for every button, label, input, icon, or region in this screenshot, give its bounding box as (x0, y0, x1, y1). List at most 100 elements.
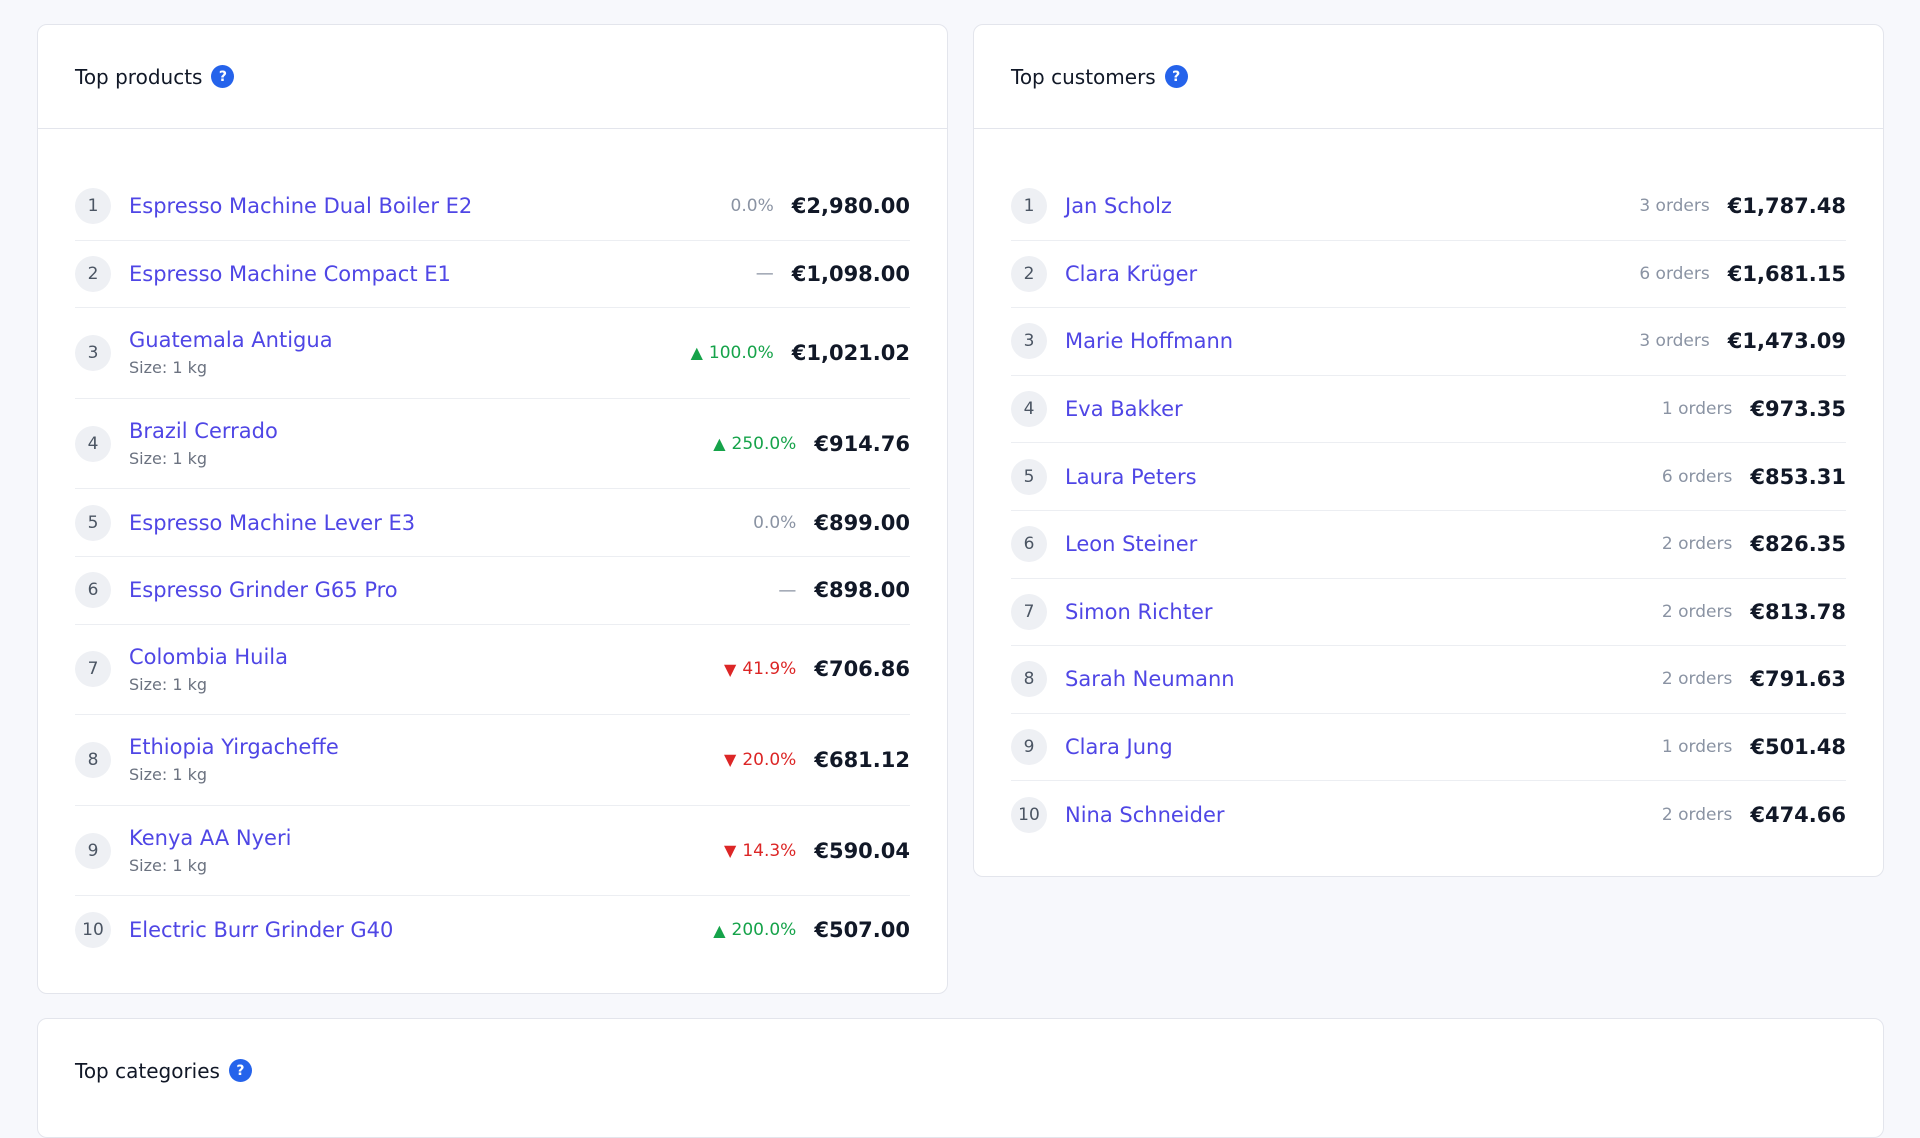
customer-info: Sarah Neumann (1065, 667, 1662, 691)
customer-row: 5 Laura Peters 6 orders €853.31 (1011, 443, 1846, 511)
help-icon[interactable]: ? (228, 1059, 252, 1082)
change-value: 100.0% (708, 342, 774, 363)
order-count: 6 orders (1639, 263, 1710, 284)
product-variant: Size: 1 kg (129, 856, 208, 876)
product-name-link[interactable]: Espresso Machine Lever E3 (129, 510, 416, 535)
revenue-amount: €706.86 (814, 657, 910, 682)
product-info: Brazil Cerrado Size: 1 kg (129, 419, 713, 468)
product-info: Ethiopia Yirgacheffe Size: 1 kg (129, 735, 724, 784)
customer-row: 1 Jan Scholz 3 orders €1,787.48 (1011, 173, 1846, 241)
change-indicator: ▼ 20.0% (724, 750, 796, 770)
change-value: 200.0% (731, 920, 797, 941)
change-indicator: ▼ 41.9% (724, 659, 796, 679)
product-variant: Size: 1 kg (129, 358, 208, 378)
rank-badge: 1 (75, 188, 111, 225)
product-name-link[interactable]: Espresso Machine Dual Boiler E2 (129, 194, 473, 219)
rank-badge: 5 (1011, 458, 1047, 495)
change-value: — (755, 263, 774, 285)
revenue-amount: €1,098.00 (791, 261, 910, 286)
rank-badge: 7 (75, 651, 111, 688)
rank-badge: 3 (75, 334, 111, 371)
rank-badge: 4 (75, 425, 111, 462)
product-info: Espresso Grinder G65 Pro (129, 578, 778, 602)
customer-name-link[interactable]: Leon Steiner (1065, 532, 1198, 557)
revenue-amount: €590.04 (814, 838, 910, 863)
product-info: Colombia Huila Size: 1 kg (129, 645, 724, 694)
product-row: 8 Ethiopia Yirgacheffe Size: 1 kg ▼ 20.0% €68… (75, 715, 910, 806)
customer-info: Jan Scholz (1065, 194, 1639, 218)
order-count: 2 orders (1661, 534, 1733, 555)
product-row: 9 Kenya AA Nyeri Size: 1 kg ▼ 14.3% €590.04 (75, 806, 910, 897)
customer-name-link[interactable]: Jan Scholz (1065, 194, 1172, 219)
change-indicator: ▼ 14.3% (724, 841, 796, 861)
top-categories-header: Top categories ? (38, 1019, 1883, 1123)
revenue-amount: €973.35 (1750, 397, 1846, 422)
customer-name-link[interactable]: Eva Bakker (1065, 397, 1183, 422)
order-count: 2 orders (1661, 669, 1733, 690)
help-icon[interactable]: ? (211, 65, 235, 88)
customer-info: Clara Krüger (1065, 262, 1639, 286)
product-name-link[interactable]: Brazil Cerrado (129, 419, 278, 444)
customer-row: 4 Eva Bakker 1 orders €973.35 (1011, 376, 1846, 444)
rank-badge: 10 (75, 912, 111, 949)
rank-badge: 7 (1011, 593, 1047, 630)
product-info: Electric Burr Grinder G40 (129, 918, 713, 942)
rank-badge: 9 (75, 832, 111, 869)
customer-row: 3 Marie Hoffmann 3 orders €1,473.09 (1011, 308, 1846, 376)
order-count: 3 orders (1639, 331, 1710, 352)
product-name-link[interactable]: Ethiopia Yirgacheffe (129, 735, 339, 760)
revenue-amount: €791.63 (1750, 667, 1846, 692)
trend-up-icon: ▲ (690, 343, 703, 363)
trend-up-icon: ▲ (713, 434, 726, 454)
rank-badge: 10 (1011, 797, 1047, 834)
trend-down-icon: ▼ (724, 841, 737, 861)
customer-name-link[interactable]: Laura Peters (1065, 464, 1197, 489)
product-name-link[interactable]: Colombia Huila (129, 644, 288, 669)
customer-name-link[interactable]: Clara Jung (1065, 735, 1173, 760)
top-products-list: 1 Espresso Machine Dual Boiler E2 0.0% €2,9… (38, 129, 947, 964)
customer-info: Simon Richter (1065, 600, 1662, 624)
help-icon[interactable]: ? (1164, 65, 1188, 88)
product-row: 10 Electric Burr Grinder G40 ▲ 200.0% €507.0… (75, 896, 910, 964)
revenue-amount: €813.78 (1750, 599, 1846, 624)
rank-badge: 2 (75, 255, 111, 292)
customer-info: Laura Peters (1065, 465, 1662, 489)
trend-up-icon: ▲ (713, 920, 726, 940)
product-name-link[interactable]: Electric Burr Grinder G40 (129, 918, 394, 943)
customer-row: 9 Clara Jung 1 orders €501.48 (1011, 714, 1846, 782)
top-products-title: Top products (75, 64, 203, 89)
revenue-amount: €826.35 (1750, 532, 1846, 557)
revenue-amount: €898.00 (814, 578, 910, 603)
revenue-amount: €899.00 (814, 510, 910, 535)
trend-down-icon: ▼ (724, 659, 737, 679)
change-indicator: ▲ 250.0% (713, 434, 796, 454)
revenue-amount: €853.31 (1750, 464, 1846, 489)
product-name-link[interactable]: Guatemala Antigua (129, 328, 333, 353)
product-row: 7 Colombia Huila Size: 1 kg ▼ 41.9% €706.86 (75, 625, 910, 716)
change-value: 41.9% (742, 659, 797, 680)
revenue-amount: €2,980.00 (791, 194, 910, 219)
customer-row: 8 Sarah Neumann 2 orders €791.63 (1011, 646, 1846, 714)
change-value: 0.0% (753, 512, 797, 533)
rank-badge: 4 (1011, 391, 1047, 428)
order-count: 2 orders (1661, 805, 1733, 826)
rank-badge: 6 (75, 572, 111, 609)
product-name-link[interactable]: Espresso Machine Compact E1 (129, 261, 451, 286)
top-customers-title: Top customers (1011, 64, 1156, 89)
change-indicator: 0.0% (753, 513, 796, 533)
product-name-link[interactable]: Espresso Grinder G65 Pro (129, 578, 398, 603)
customer-row: 10 Nina Schneider 2 orders €474.66 (1011, 781, 1846, 849)
customer-name-link[interactable]: Nina Schneider (1065, 803, 1225, 828)
top-products-header: Top products ? (38, 25, 947, 129)
customer-info: Clara Jung (1065, 735, 1662, 759)
customer-info: Leon Steiner (1065, 532, 1662, 556)
change-indicator: ▲ 100.0% (691, 343, 774, 363)
customer-name-link[interactable]: Clara Krüger (1065, 261, 1198, 286)
order-count: 2 orders (1661, 601, 1733, 622)
customer-name-link[interactable]: Marie Hoffmann (1065, 329, 1234, 354)
customer-name-link[interactable]: Sarah Neumann (1065, 667, 1235, 692)
product-info: Espresso Machine Dual Boiler E2 (129, 194, 731, 218)
product-name-link[interactable]: Kenya AA Nyeri (129, 826, 292, 851)
customer-name-link[interactable]: Simon Richter (1065, 599, 1213, 624)
product-row: 3 Guatemala Antigua Size: 1 kg ▲ 100.0% €1,02… (75, 308, 910, 399)
